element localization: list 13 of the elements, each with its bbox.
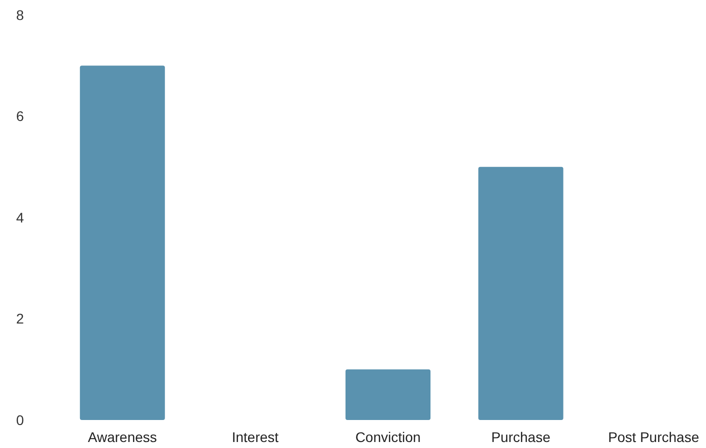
y-tick-label: 2 (16, 310, 24, 327)
x-tick-label: Purchase (491, 429, 551, 445)
y-tick-label: 0 (16, 412, 24, 428)
x-tick-label: Conviction (355, 429, 421, 445)
bar (346, 369, 430, 420)
bar (478, 166, 564, 420)
x-tick-label: Post Purchase (608, 429, 700, 445)
bar (80, 66, 165, 420)
x-tick-label: Awareness (88, 429, 157, 445)
y-tick-label: 8 (16, 6, 24, 23)
y-tick-label: 4 (16, 209, 24, 226)
x-tick-label: Interest (232, 429, 279, 445)
y-tick-label: 6 (16, 108, 24, 124)
